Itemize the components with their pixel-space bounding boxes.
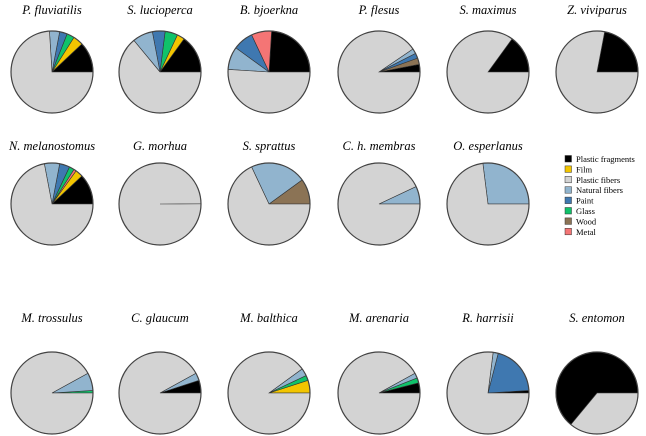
pie-title: P. flesus	[358, 3, 400, 17]
pie-outline	[10, 351, 94, 435]
pie-n-melanostomus: N. melanostomus	[8, 139, 95, 246]
pie-title: M. arenaria	[348, 311, 409, 325]
legend-item-plastic-fibers: Plastic fibers	[564, 175, 620, 185]
legend-item-metal: Metal	[564, 227, 596, 237]
pie-title: R. harrisii	[461, 311, 514, 325]
legend-swatch	[564, 228, 572, 236]
pie-outline	[555, 351, 639, 435]
pie-slice-natural-fibers	[482, 162, 530, 205]
pie-p-flesus: P. flesus	[337, 3, 421, 114]
legend-label: Metal	[576, 227, 596, 237]
pie-s-sprattus: S. sprattus	[227, 139, 311, 246]
pie-title: S. lucioperca	[127, 3, 193, 17]
pie-outline	[10, 30, 94, 114]
pie-r-harrisii: R. harrisii	[446, 311, 530, 435]
pie-m-arenaria: M. arenaria	[337, 311, 421, 435]
legend-label: Glass	[576, 206, 595, 216]
legend-label: Paint	[576, 196, 594, 206]
legend-item-plastic-fragments: Plastic fragments	[564, 154, 635, 164]
pie-title: N. melanostomus	[8, 139, 95, 153]
pie-outline	[227, 162, 311, 246]
legend-swatch	[564, 217, 572, 225]
pie-b-bjoerkna: B. bjoerkna	[227, 3, 311, 114]
pie-outline	[118, 162, 202, 246]
legend-item-glass: Glass	[564, 206, 595, 216]
pie-m-balthica: M. balthica	[227, 311, 311, 435]
legend-swatch	[564, 176, 572, 184]
legend-label: Plastic fibers	[576, 175, 620, 185]
pie-outline	[555, 30, 639, 114]
pie-title: Z. viviparus	[567, 3, 627, 17]
legend-item-paint: Paint	[564, 196, 594, 206]
legend-item-film: Film	[564, 164, 592, 174]
pie-outline	[227, 351, 311, 435]
pie-outline	[446, 162, 530, 246]
pie-title: M. balthica	[239, 311, 298, 325]
legend-swatch	[564, 186, 572, 194]
pie-s-lucioperca: S. lucioperca	[118, 3, 202, 114]
pie-title: B. bjoerkna	[240, 3, 298, 17]
pie-z-viviparus: Z. viviparus	[555, 3, 639, 114]
pie-outline	[337, 351, 421, 435]
pie-outline	[337, 30, 421, 114]
pie-s-maximus: S. maximus	[446, 3, 530, 114]
pie-outline	[10, 162, 94, 246]
pie-slice-plastic-fibers	[227, 69, 311, 114]
pie-g-morhua: G. morhua	[118, 139, 202, 246]
pie-outline	[337, 162, 421, 246]
pie-m-trossulus: M. trossulus	[10, 311, 94, 435]
pie-c-glaucum: C. glaucum	[118, 311, 202, 435]
legend-swatch	[564, 155, 572, 163]
pie-outline	[227, 30, 311, 114]
pie-outline	[118, 30, 202, 114]
legend-swatch	[564, 207, 572, 215]
legend-label: Natural fibers	[576, 185, 623, 195]
pie-outline	[118, 351, 202, 435]
pie-p-fluviatilis: P. fluviatilis	[10, 3, 94, 114]
legend-label: Film	[576, 164, 592, 174]
pie-title: M. trossulus	[20, 311, 82, 325]
legend-label: Plastic fragments	[576, 154, 635, 164]
pie-title: O. esperlanus	[453, 139, 523, 153]
legend-item-natural-fibers: Natural fibers	[564, 185, 623, 195]
pie-title: S. sprattus	[243, 139, 296, 153]
pie-s-entomon: S. entomon	[555, 311, 639, 435]
pie-title: P. fluviatilis	[21, 3, 82, 17]
pie-title: S. entomon	[569, 311, 625, 325]
legend-item-wood: Wood	[564, 216, 597, 226]
legend-label: Wood	[576, 216, 597, 226]
pie-title: G. morhua	[133, 139, 187, 153]
pie-o-esperlanus: O. esperlanus	[446, 139, 530, 246]
pie-title: C. glaucum	[131, 311, 189, 325]
pie-title: C. h. membras	[343, 139, 416, 153]
pie-title: S. maximus	[460, 3, 517, 17]
pie-outline	[446, 30, 530, 114]
legend-swatch	[564, 165, 572, 173]
pies-layer: P. fluviatilis S. lucioperca B. bjoerkna P.…	[8, 3, 639, 435]
pie-outline	[446, 351, 530, 435]
pie-c-h-membras: C. h. membras	[337, 139, 421, 246]
legend-swatch	[564, 196, 572, 204]
